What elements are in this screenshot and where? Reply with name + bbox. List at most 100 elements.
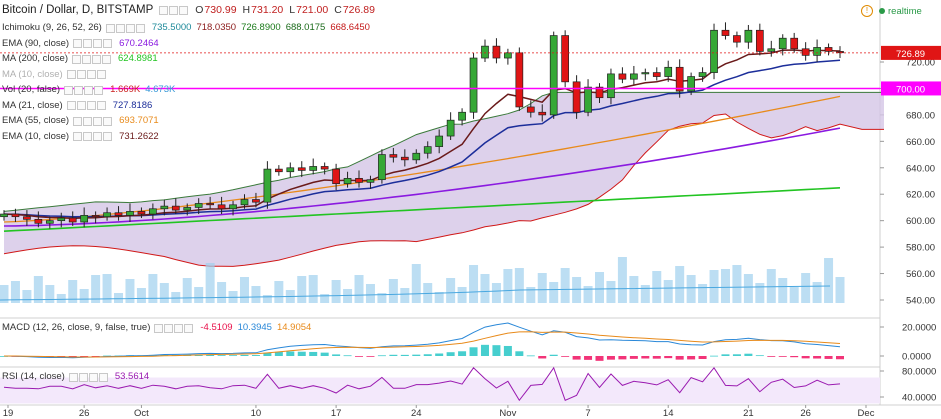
senkou-span-b-line [3, 113, 884, 267]
volume-bar [824, 258, 834, 303]
ohlc-high: H731.20 [242, 4, 284, 16]
macd-histogram-bar [813, 356, 822, 359]
warning-icon[interactable]: ! [861, 5, 873, 17]
macd-histogram-bar [664, 356, 673, 359]
ma200-legend[interactable]: MA (200, close) 624.8981 [2, 53, 163, 65]
candle-down [68, 211, 77, 226]
volume-bar [560, 268, 570, 303]
vol-legend-controls[interactable] [64, 85, 104, 95]
volume-bar [56, 294, 66, 303]
ma200-legend-controls[interactable] [72, 54, 112, 64]
volume-bar [537, 273, 547, 303]
ema55-legend-label: EMA (55, close) [2, 115, 70, 126]
volume-bar [91, 275, 101, 303]
ema10-legend-label: EMA (10, close) [2, 130, 70, 142]
candle-body [526, 106, 535, 113]
candle-up [630, 65, 638, 85]
volume-bar [514, 268, 524, 303]
macd-histogram-bar [229, 355, 238, 357]
ema90-legend-label: EMA (90, close) [2, 37, 70, 49]
candle-up [103, 207, 111, 221]
candle-body [126, 211, 134, 216]
candle-up [584, 79, 592, 117]
volume-bar [526, 287, 536, 303]
volume-bar [457, 287, 467, 303]
title-controls[interactable] [159, 5, 189, 15]
ma200-line [3, 187, 841, 232]
price-tick-label: 620.00 [906, 190, 935, 201]
ma10-legend-controls[interactable] [66, 70, 107, 79]
candle-body [45, 220, 54, 224]
ma10-legend-label: MA (10, close) [2, 68, 63, 80]
volume-bar [194, 287, 204, 303]
macd-histogram-bar [480, 344, 489, 356]
realtime-status[interactable]: ! realtime [861, 3, 941, 19]
volume-bar [835, 277, 845, 303]
candle-up [641, 68, 650, 81]
chart-title: Bitcoin / Dollar, D, BITSTAMP O730.99 H7… [2, 4, 381, 16]
volume-bar [297, 276, 307, 303]
ema55-legend-controls[interactable] [73, 116, 113, 126]
time-tick-label: 19 [3, 408, 14, 419]
volume-bar [171, 292, 181, 303]
candle-up [194, 198, 203, 215]
vol-legend-value: 1.669K [110, 84, 141, 95]
rsi-tick-label: 40.0000 [902, 393, 936, 404]
candle-body [504, 52, 512, 59]
candle-body [171, 205, 180, 211]
candle-body [0, 213, 8, 218]
macd-legend[interactable]: MACD (12, 26, close, 9, false, true) -4.5… [2, 322, 316, 334]
macd-histogram-bar [561, 356, 570, 357]
vol-legend[interactable]: Vol (20, false) 1.669K 4.673K [2, 84, 180, 96]
ema90-legend-controls[interactable] [73, 39, 113, 48]
ichimoku-legend-controls[interactable] [105, 23, 146, 33]
time-tick-label: Nov [499, 408, 516, 419]
candle-down [217, 196, 226, 215]
volume-bar [812, 282, 822, 303]
candle-body [320, 166, 329, 170]
candle-body [412, 152, 421, 161]
candle-body [103, 212, 111, 218]
candle-body [23, 216, 31, 220]
ema10-legend-controls[interactable] [73, 132, 113, 141]
ma21-legend-controls[interactable] [66, 101, 107, 110]
macd-histogram-bar [584, 356, 593, 360]
candle-body [114, 212, 123, 216]
volume-bar [480, 274, 490, 303]
ma21-legend[interactable]: MA (21, close) 727.8186 [2, 100, 157, 112]
candle-down [618, 67, 627, 84]
candle-up [504, 48, 512, 65]
candle-body [538, 111, 547, 116]
candle-down [274, 165, 283, 176]
time-tick-label: 24 [411, 408, 422, 419]
macd-histogram-bar [721, 354, 730, 356]
macd-legend-controls[interactable] [154, 323, 194, 333]
ichimoku-legend-label: Ichimoku (9, 26, 52, 26) [2, 22, 102, 33]
candle-down [824, 43, 833, 56]
candle-body [183, 207, 192, 211]
volume-bar [617, 257, 627, 303]
ohlc-low: L721.00 [289, 4, 329, 16]
volume-bar [0, 285, 9, 303]
rsi-legend-controls[interactable] [68, 372, 109, 382]
macd-histogram-bar [297, 351, 306, 356]
candle-body [721, 29, 730, 36]
candle-body [378, 154, 386, 181]
candle-up [549, 31, 558, 119]
ichimoku-legend[interactable]: Ichimoku (9, 26, 52, 26) 735.5000 718.0350… [2, 22, 375, 34]
ema90-legend[interactable]: EMA (90, close) 670.2464 [2, 38, 164, 50]
ema10-legend[interactable]: EMA (10, close) 731.2622 [2, 131, 164, 143]
volume-bar [45, 285, 55, 303]
last-price-label: 726.89 [896, 49, 925, 60]
macd-histogram-bar [217, 355, 226, 356]
volume-bar [136, 288, 146, 303]
rsi-legend[interactable]: RSI (14, close) 53.5614 [2, 371, 154, 383]
macd-histogram-bar [423, 354, 432, 356]
candle-body [767, 48, 776, 52]
ema55-legend[interactable]: EMA (55, close) 693.7071 [2, 115, 164, 127]
ma10-legend[interactable]: MA (10, close) [2, 69, 113, 81]
ma21-legend-label: MA (21, close) [2, 99, 63, 111]
price-tick-label: 660.00 [906, 137, 935, 148]
macd-tick-label: 0.0000 [902, 352, 931, 363]
